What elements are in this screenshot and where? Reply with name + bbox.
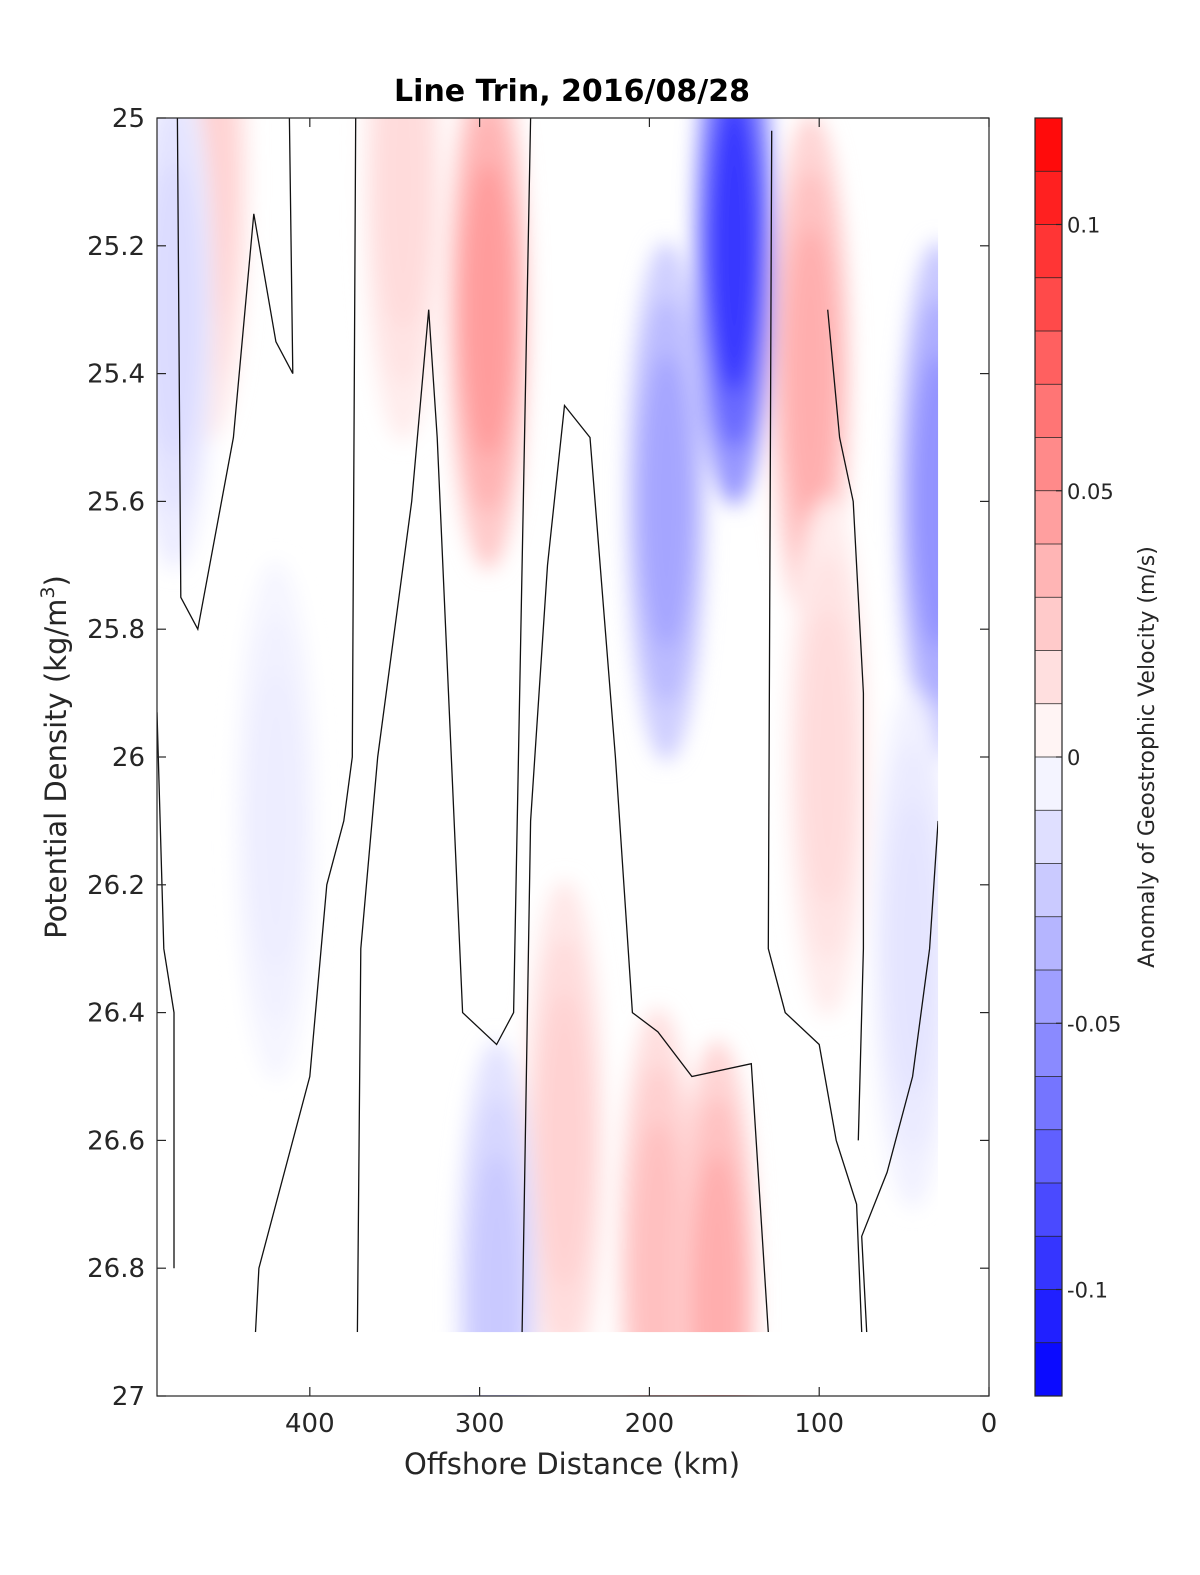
anomaly-core-10-layer-1 xyxy=(157,163,200,457)
anomaly-core-13-layer-1 xyxy=(250,674,302,968)
colorbar-level xyxy=(1035,490,1062,545)
colorbar-level xyxy=(1035,1129,1062,1184)
colorbar-tick-label: 0.05 xyxy=(1067,480,1114,504)
x-tick-label: 300 xyxy=(455,1409,505,1439)
zero-contour-6 xyxy=(861,820,939,1333)
colorbar-level xyxy=(1035,650,1062,705)
x-tick-label: 0 xyxy=(981,1409,998,1439)
y-tick-label: 26.8 xyxy=(87,1254,145,1284)
anomaly-core-5-layer-1 xyxy=(692,1153,743,1396)
y-tick-label: 26.2 xyxy=(87,871,145,901)
colorbar-level xyxy=(1035,544,1062,598)
no-data-mask xyxy=(158,119,988,1395)
colorbar-label: Anomaly of Geostrophic Velocity (m/s) xyxy=(1135,546,1160,968)
colorbar-level xyxy=(1035,277,1062,332)
colorbar xyxy=(1034,117,1063,1397)
y-axis-label-sup: 3 xyxy=(37,586,59,598)
colorbar-ticks: 0.1 0.05 0 -0.05 -0.1 xyxy=(1056,214,1121,1303)
colorbar-level xyxy=(1035,1183,1062,1237)
y-axis-label: Potential Density (kg/m3) xyxy=(37,575,73,939)
anomaly-core-8-layer-1 xyxy=(708,118,760,393)
velocity-anomaly-field xyxy=(157,118,979,1396)
y-tick-label: 26 xyxy=(112,743,145,773)
y-tick-label: 26.6 xyxy=(87,1126,145,1156)
anomaly-core-1-layer-1 xyxy=(377,118,429,329)
zero-contour-4 xyxy=(521,403,769,1333)
colorbar-level xyxy=(1035,331,1062,385)
colorbar-level xyxy=(1035,437,1062,492)
x-tick-label: 400 xyxy=(285,1409,335,1439)
colorbar-tick-label: 0 xyxy=(1067,746,1080,770)
chart-title: Line Trin, 2016/08/28 xyxy=(394,74,750,109)
colorbar-level xyxy=(1035,118,1062,172)
colorbar-level xyxy=(1035,810,1062,864)
anomaly-core-2-layer-1 xyxy=(462,163,514,457)
zero-contour-5 xyxy=(767,130,863,1333)
anomaly-core-9-layer-1 xyxy=(641,354,692,649)
zero-contour-0 xyxy=(176,118,294,632)
anomaly-core-11-layer-1 xyxy=(471,1153,522,1396)
zero-contour-1 xyxy=(254,118,357,1333)
colorbar-tick-label: -0.1 xyxy=(1067,1279,1108,1303)
colorbar-level xyxy=(1035,916,1062,971)
colorbar-level xyxy=(1035,863,1062,918)
y-axis-label-end: ) xyxy=(39,575,73,586)
colorbar-level xyxy=(1035,597,1062,651)
y-tick-label: 25.6 xyxy=(87,487,145,517)
x-tick-label: 200 xyxy=(625,1409,675,1439)
y-tick-label: 25.4 xyxy=(87,360,145,390)
mask-right xyxy=(938,119,988,1395)
colorbar-tick-label: -0.05 xyxy=(1067,1012,1121,1036)
colorbar-tick-label: 0.1 xyxy=(1067,214,1100,238)
anomaly-core-6-layer-1 xyxy=(785,226,837,521)
x-axis-label: Offshore Distance (km) xyxy=(404,1447,740,1481)
colorbar-level xyxy=(1035,1289,1062,1344)
colorbar-level xyxy=(1035,384,1062,438)
colorbar-level xyxy=(1035,1023,1062,1077)
y-tick-label: 26.4 xyxy=(87,999,145,1029)
y-tick-label: 27 xyxy=(112,1382,145,1412)
colorbar-level xyxy=(1035,171,1062,225)
colorbar-level xyxy=(1035,224,1062,279)
colorbar-level xyxy=(1035,1342,1062,1397)
y-axis-ticks: 25 25.2 25.4 25.6 25.8 26 26.2 26.4 26.6 26.8 27 xyxy=(87,104,989,1412)
y-tick-label: 25.8 xyxy=(87,615,145,645)
colorbar-level xyxy=(1035,1236,1062,1290)
zero-contour-3 xyxy=(356,118,532,1333)
colorbar-level xyxy=(1035,703,1062,758)
anomaly-core-4-layer-1 xyxy=(632,1121,684,1396)
y-axis-label-main: Potential Density (kg/m xyxy=(39,599,73,939)
zero-contour-7 xyxy=(827,309,865,1141)
colorbar-level xyxy=(1035,970,1062,1024)
x-axis-ticks: 400 300 200 100 0 xyxy=(285,118,997,1439)
colorbar-level xyxy=(1035,757,1062,811)
anomaly-core-14-layer-1 xyxy=(887,802,938,1096)
anomaly-core-7-layer-1 xyxy=(802,610,854,904)
anomaly-core-3-layer-1 xyxy=(539,993,590,1288)
x-tick-label: 100 xyxy=(794,1409,844,1439)
y-tick-label: 25 xyxy=(112,104,145,134)
y-tick-label: 25.2 xyxy=(87,232,145,262)
zero-contour-lines xyxy=(157,118,939,1333)
mask-bottom xyxy=(158,1332,988,1395)
zero-contour-2 xyxy=(157,712,175,1269)
colorbar-level xyxy=(1035,1076,1062,1131)
